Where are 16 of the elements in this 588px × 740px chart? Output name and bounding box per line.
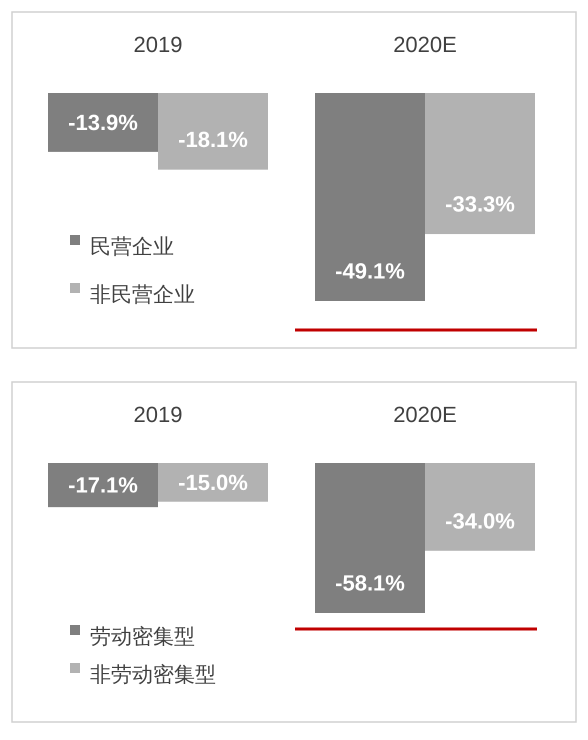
data-label: -58.1% — [335, 570, 405, 596]
data-label: -34.0% — [445, 508, 515, 534]
data-label: -17.1% — [68, 472, 138, 498]
data-label: -15.0% — [178, 470, 248, 495]
x-tick-label: 2020E — [393, 402, 457, 427]
x-tick-label: 2019 — [134, 402, 182, 427]
data-label: -49.1% — [335, 258, 405, 284]
legend-label: 劳动密集型 — [90, 626, 195, 649]
legend-label: 非劳动密集型 — [90, 664, 216, 687]
x-tick-label: 2019 — [134, 32, 182, 57]
legend-label: 非民营企业 — [90, 284, 195, 307]
x-tick-label: 2020E — [393, 32, 457, 57]
data-label: -13.9% — [68, 110, 138, 135]
legend-label: 民营企业 — [90, 236, 174, 259]
data-label: -33.3% — [445, 192, 515, 217]
data-label: -18.1% — [178, 127, 248, 152]
